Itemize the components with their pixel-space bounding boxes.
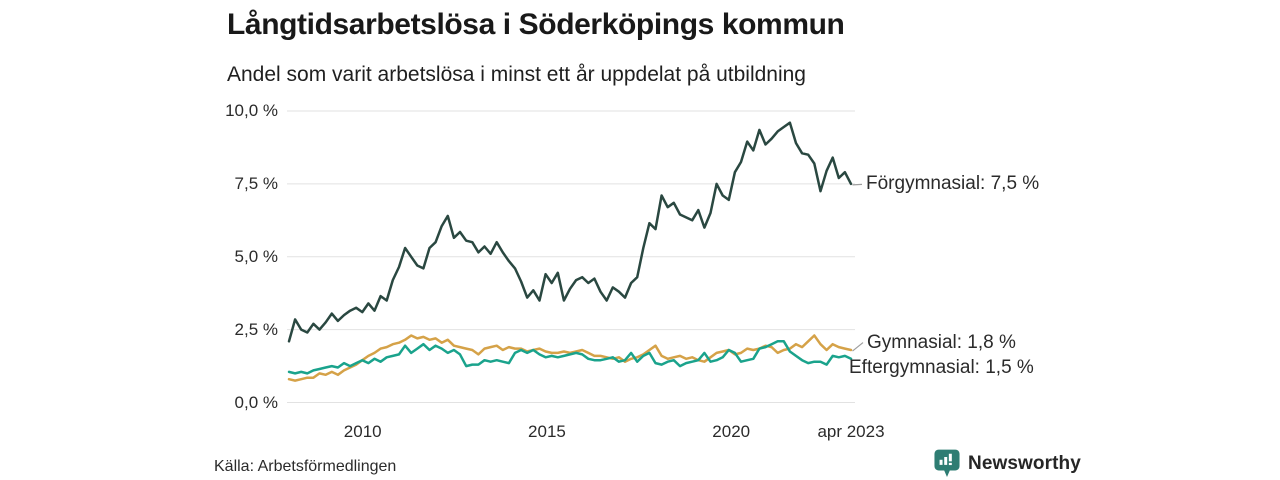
series-end-label-förgymnasial: Förgymnasial: 7,5 % — [866, 173, 1040, 195]
logo-exclamation-dot — [948, 462, 952, 466]
source-note: Källa: Arbetsförmedlingen — [214, 458, 397, 475]
y-tick-label: 10,0 % — [225, 101, 278, 120]
series-line-förgymnasial — [287, 121, 853, 343]
y-tick-label: 2,5 % — [234, 319, 278, 339]
label-connector — [852, 183, 863, 186]
label-connector — [852, 342, 864, 352]
newsworthy-icon — [934, 449, 960, 477]
y-tick-label: 0,0 % — [234, 392, 278, 412]
x-tick-label: 2015 — [528, 422, 566, 441]
chart-subtitle: Andel som varit arbetslösa i minst ett å… — [227, 63, 806, 86]
series-end-label-eftergymnasial: Eftergymnasial: 1,5 % — [849, 357, 1034, 379]
y-tick-label: 7,5 % — [234, 173, 278, 193]
chart-title: Långtidsarbetslösa i Söderköpings kommun — [227, 8, 845, 41]
series-line-eftergymnasial — [287, 340, 853, 375]
newsworthy-wordmark: Newsworthy — [968, 452, 1081, 474]
logo-bar-1 — [939, 459, 943, 465]
newsworthy-logo: Newsworthy — [934, 449, 1081, 478]
x-tick-label: 2020 — [712, 422, 751, 441]
y-tick-label: 5,0 % — [234, 246, 278, 266]
series-end-label-gymnasial: Gymnasial: 1,8 % — [867, 331, 1016, 353]
logo-exclamation-bar — [948, 453, 952, 462]
logo-bar-2 — [944, 457, 948, 465]
x-tick-label: apr 2023 — [817, 422, 885, 441]
series-line-gymnasial — [287, 334, 853, 382]
x-tick-label: 2010 — [343, 422, 382, 441]
